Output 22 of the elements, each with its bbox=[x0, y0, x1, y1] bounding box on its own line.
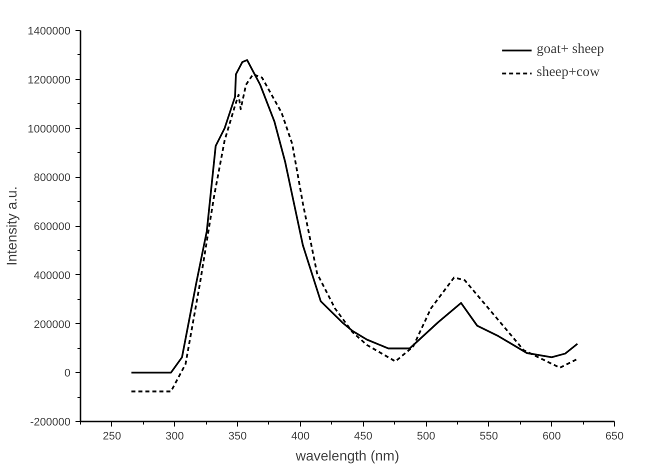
y-tick-label: -200000 bbox=[30, 416, 71, 428]
x-tick-label: 500 bbox=[416, 430, 436, 442]
x-axis-title: wavelength (nm) bbox=[294, 448, 400, 464]
legend-label: sheep+cow bbox=[536, 65, 600, 81]
x-tick-label: 400 bbox=[291, 430, 310, 442]
x-tick-label: 450 bbox=[354, 430, 372, 442]
y-tick-label: 400000 bbox=[34, 270, 71, 282]
x-tick-label: 300 bbox=[166, 430, 184, 442]
y-tick-label: 1000000 bbox=[28, 123, 71, 136]
y-tick-label: 200000 bbox=[34, 318, 71, 331]
x-tick-label: 600 bbox=[542, 430, 561, 442]
x-tick-label: 250 bbox=[102, 430, 122, 442]
legend-label: goat+ sheep bbox=[536, 42, 604, 58]
y-tick-label: 0 bbox=[64, 368, 71, 380]
y-tick-label: 600000 bbox=[34, 221, 71, 233]
y-tick-label: 1200000 bbox=[28, 74, 71, 86]
x-tick-label: 550 bbox=[480, 430, 498, 442]
x-tick-label: 350 bbox=[228, 430, 247, 442]
x-tick-label: 650 bbox=[605, 430, 624, 442]
y-axis-title: Intensity a.u. bbox=[4, 186, 20, 266]
y-tick-label: 800000 bbox=[34, 172, 71, 184]
y-tick-label: 1400000 bbox=[28, 26, 71, 38]
